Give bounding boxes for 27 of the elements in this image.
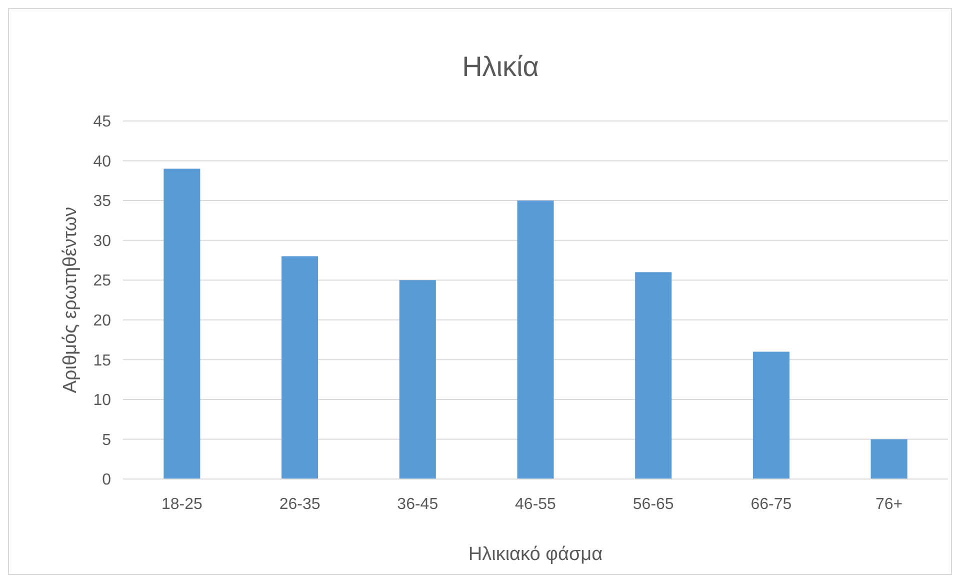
bar [635, 272, 672, 479]
y-tick-label: 35 [93, 193, 112, 210]
bar [870, 439, 908, 479]
y-tick-label: 40 [93, 153, 112, 170]
y-tick-label: 45 [93, 114, 112, 131]
x-tick-label: 76+ [876, 496, 903, 513]
x-tick-label: 66-75 [750, 496, 792, 513]
bar [399, 280, 436, 479]
y-tick-label: 20 [93, 312, 112, 330]
bar [752, 352, 790, 479]
y-tick-label: 25 [93, 272, 112, 290]
x-tick-label: 56-65 [632, 496, 674, 513]
x-tick-label: 26-35 [279, 496, 320, 513]
bar [164, 168, 200, 479]
y-tick-label: 10 [93, 392, 112, 410]
x-tick-label: 36-45 [397, 496, 438, 513]
y-tick-label: 15 [93, 352, 112, 370]
x-tick-label: 18-25 [161, 496, 202, 513]
chart-title: Ηλικία [462, 51, 539, 82]
x-tick-label: 46-55 [515, 496, 556, 513]
bar [517, 200, 554, 479]
y-tick-label: 30 [93, 232, 112, 250]
x-axis-title: Ηλικιακό φάσμα [468, 544, 603, 565]
y-tick-label: 0 [102, 472, 112, 489]
y-tick-label: 5 [102, 432, 112, 449]
y-axis-title: Αριθμός ερωτηθέντων [60, 206, 81, 394]
bar [282, 256, 318, 479]
